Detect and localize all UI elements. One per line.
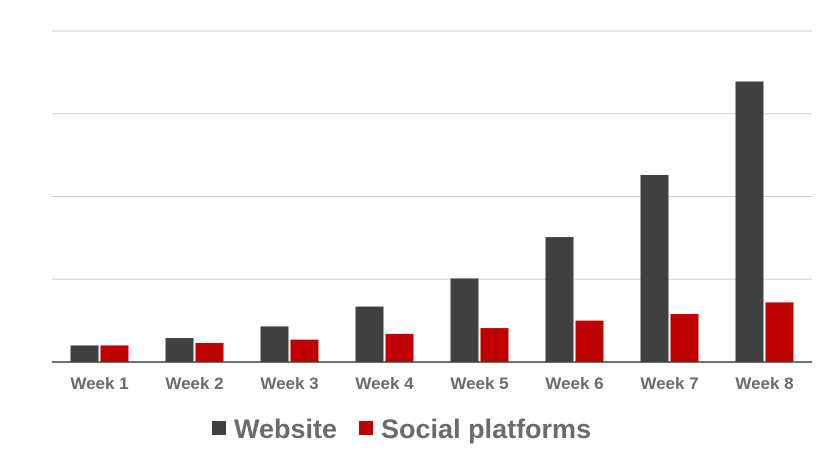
x-tick-label: Week 1 bbox=[70, 374, 128, 393]
bar-social-platforms-5 bbox=[480, 328, 509, 362]
x-tick-label: Week 8 bbox=[735, 374, 793, 393]
legend-label-website: Website bbox=[234, 414, 337, 444]
legend-swatch-website bbox=[212, 421, 226, 435]
x-axis-ticks: Week 1 Week 2 Week 3 Week 4 Week 5 Week 6 Week… bbox=[70, 374, 793, 393]
bar-website-5 bbox=[450, 278, 479, 362]
x-tick-label: Week 2 bbox=[165, 374, 223, 393]
bar-website-2 bbox=[165, 338, 194, 362]
bar-website-8 bbox=[735, 81, 764, 362]
bar-social-platforms-4 bbox=[385, 333, 414, 362]
bar-website-1 bbox=[70, 345, 99, 362]
bar-website-3 bbox=[260, 326, 289, 362]
legend: Website Social platforms bbox=[212, 414, 591, 444]
bar-social-platforms-8 bbox=[765, 302, 794, 362]
legend-swatch-social-platforms bbox=[359, 421, 374, 435]
legend-label-social-platforms: Social platforms bbox=[381, 414, 591, 444]
bar-social-platforms-1 bbox=[100, 345, 129, 362]
bar-website-4 bbox=[355, 306, 384, 362]
bar-social-platforms-2 bbox=[195, 342, 224, 362]
gridlines bbox=[52, 30, 812, 280]
bars bbox=[70, 81, 794, 362]
bar-social-platforms-6 bbox=[575, 320, 604, 362]
x-tick-label: Week 7 bbox=[640, 374, 698, 393]
bar-social-platforms-3 bbox=[290, 339, 319, 362]
bar-website-7 bbox=[640, 174, 669, 362]
x-tick-label: Week 5 bbox=[450, 374, 508, 393]
x-tick-label: Week 3 bbox=[260, 374, 318, 393]
x-tick-label: Week 6 bbox=[545, 374, 603, 393]
bar-website-6 bbox=[545, 237, 574, 362]
bar-social-platforms-7 bbox=[670, 314, 699, 362]
x-tick-label: Week 4 bbox=[355, 374, 414, 393]
